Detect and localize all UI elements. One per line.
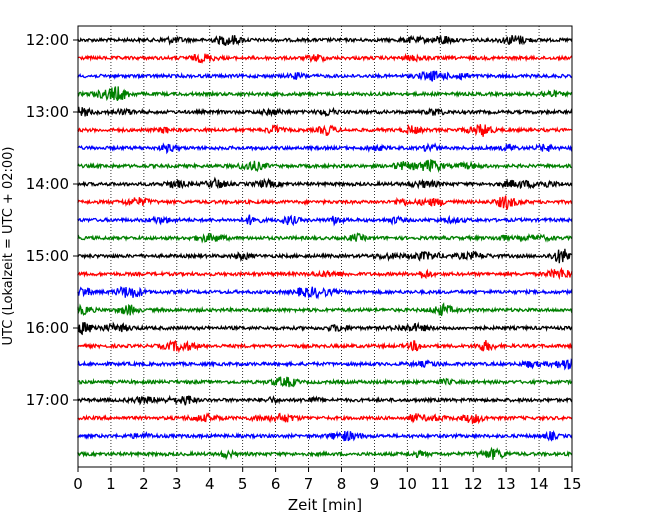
- y-tick-label: 16:00: [26, 319, 69, 337]
- x-axis: 0 1 2 3 4 5 6 7 8 9 10 11 12 13 14 15: [73, 467, 582, 493]
- x-tick-label: 11: [431, 475, 450, 493]
- trace-16:15: [77, 339, 573, 354]
- x-tick-label: 8: [337, 475, 347, 493]
- x-tick-label: 15: [562, 475, 581, 493]
- y-axis-label: UTC (Lokalzeit = UTC + 02:00): [1, 147, 16, 346]
- trace-layer: [77, 34, 573, 461]
- trace-12:30: [77, 70, 573, 82]
- y-tick-label: 14:00: [26, 175, 69, 193]
- trace-14:30: [77, 214, 573, 227]
- y-tick-label: 13:00: [26, 103, 69, 121]
- trace-17:30: [77, 429, 573, 442]
- x-tick-label: 12: [464, 475, 483, 493]
- trace-17:45: [77, 446, 573, 461]
- x-tick-label: 7: [304, 475, 314, 493]
- y-tick-label: 17:00: [26, 391, 69, 409]
- trace-12:00: [77, 34, 573, 46]
- x-tick-label: 10: [398, 475, 417, 493]
- trace-15:00: [77, 248, 573, 264]
- trace-17:00: [77, 394, 573, 406]
- y-axis: 12:00 13:00 14:00 15:00 16:00 17:00: [26, 31, 78, 409]
- x-tick-label: 3: [172, 475, 182, 493]
- trace-14:45: [77, 232, 573, 244]
- trace-13:00: [77, 106, 573, 118]
- trace-16:00: [77, 321, 573, 336]
- x-tick-label: 4: [205, 475, 215, 493]
- trace-17:15: [77, 412, 573, 425]
- plot-frame: [77, 25, 573, 468]
- x-tick-label: 1: [106, 475, 116, 493]
- trace-13:30: [77, 142, 573, 155]
- trace-14:15: [77, 195, 573, 210]
- x-tick-label: 5: [238, 475, 248, 493]
- x-tick-label: 2: [139, 475, 149, 493]
- trace-15:45: [77, 302, 573, 317]
- x-tick-label: 6: [271, 475, 281, 493]
- trace-16:45: [77, 376, 573, 388]
- x-axis-label: Zeit [min]: [288, 496, 362, 514]
- trace-12:45: [77, 86, 573, 102]
- trace-12:15: [77, 52, 573, 65]
- x-tick-label: 0: [73, 475, 83, 493]
- trace-13:15: [77, 123, 573, 137]
- trace-15:15: [77, 266, 573, 281]
- x-tick-label: 13: [497, 475, 516, 493]
- y-tick-label: 12:00: [26, 31, 69, 49]
- trace-16:30: [77, 358, 573, 371]
- x-tick-label: 14: [530, 475, 549, 493]
- trace-13:45: [77, 158, 573, 174]
- y-tick-label: 15:00: [26, 247, 69, 265]
- trace-15:30: [77, 285, 573, 300]
- x-tick-label: 9: [370, 475, 380, 493]
- trace-14:00: [77, 176, 573, 190]
